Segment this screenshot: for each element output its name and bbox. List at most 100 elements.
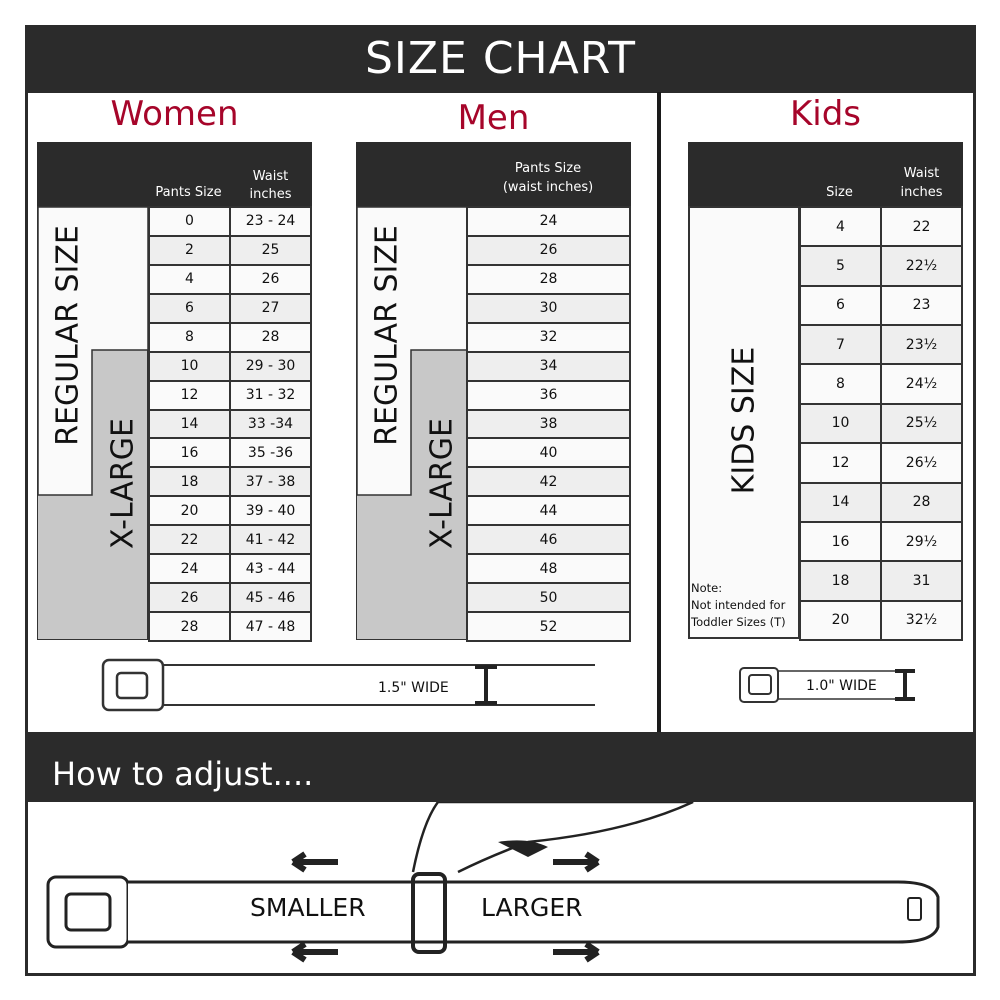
men-pants-size-cell: 44 xyxy=(466,495,631,527)
kids-size-cell: 8 xyxy=(799,363,882,405)
kids-col-waist2: inches xyxy=(900,185,943,200)
kids-size-cell: 6 xyxy=(799,284,882,327)
note-line: Toddler Sizes (T) xyxy=(691,615,786,629)
men-pants-size-cell: 40 xyxy=(466,437,631,469)
women-pants-size-cell: 2 xyxy=(148,234,231,266)
men-heading: Men xyxy=(457,98,530,138)
kids-heading: Kids xyxy=(789,94,862,134)
kids-waist-cell: 29½ xyxy=(880,520,963,563)
kids-size-cell: 14 xyxy=(799,481,882,523)
kids-waist-cell: 23½ xyxy=(880,324,963,366)
men-col-pants1: Pants Size xyxy=(514,161,582,176)
kids-waist-cell: 24½ xyxy=(880,363,963,405)
men-pants-size-cell: 36 xyxy=(466,379,631,411)
women-regular-label: REGULAR SIZE xyxy=(50,225,86,446)
kids-size-cell: 4 xyxy=(799,206,882,248)
men-col-pants2: (waist inches) xyxy=(502,180,594,195)
women-pants-size-cell: 10 xyxy=(148,350,231,382)
larger-label: LARGER xyxy=(481,893,583,922)
men-size-groups xyxy=(356,206,468,640)
men-pants-size-cell: 46 xyxy=(466,524,631,556)
kids-size-cell: 7 xyxy=(799,324,882,366)
women-waist-cell: 33 -34 xyxy=(229,408,312,440)
kids-col-size: Size xyxy=(826,185,853,200)
page-title: SIZE CHART xyxy=(25,25,976,93)
arrow-right-icon xyxy=(553,851,600,873)
kids-waist-cell: 26½ xyxy=(880,442,963,484)
women-xlarge-label: X-LARGE xyxy=(105,418,141,549)
kids-size-cell: 5 xyxy=(799,245,882,287)
men-pants-size-cell: 38 xyxy=(466,408,631,440)
kids-belt-width-label: 1.0" WIDE xyxy=(806,678,877,694)
women-waist-cell: 47 - 48 xyxy=(229,611,312,642)
kids-waist-cell: 25½ xyxy=(880,402,963,445)
kids-waist-cell: 32½ xyxy=(880,599,963,641)
women-table-header: Pants Size Waist inches xyxy=(37,142,312,206)
women-waist-cell: 43 - 44 xyxy=(229,553,312,585)
women-waist-cell: 45 - 46 xyxy=(229,582,312,614)
women-col-waist1: Waist xyxy=(252,169,289,184)
note-line: Not intended for xyxy=(691,598,786,612)
men-xlarge-label: X-LARGE xyxy=(424,418,460,549)
women-col-pants: Pants Size xyxy=(155,185,222,200)
men-pants-size-cell: 24 xyxy=(466,206,631,237)
smaller-label: SMALLER xyxy=(250,893,366,922)
men-pants-size-cell: 50 xyxy=(466,582,631,614)
women-waist-cell: 29 - 30 xyxy=(229,350,312,382)
men-pants-size-cell: 48 xyxy=(466,553,631,585)
belt-1-5-illustration xyxy=(101,658,595,712)
women-pants-size-cell: 8 xyxy=(148,321,231,353)
women-waist-cell: 26 xyxy=(229,263,312,295)
kids-waist-cell: 22 xyxy=(880,206,963,248)
women-pants-size-cell: 4 xyxy=(148,263,231,295)
women-pants-size-cell: 6 xyxy=(148,292,231,324)
belt-width-label: 1.5" WIDE xyxy=(378,680,449,696)
women-pants-size-cell: 12 xyxy=(148,379,231,411)
women-waist-cell: 31 - 32 xyxy=(229,379,312,411)
kids-size-cell: 12 xyxy=(799,442,882,484)
kids-size-cell: 16 xyxy=(799,520,882,563)
kids-waist-cell: 23 xyxy=(880,284,963,327)
adjust-illustration xyxy=(46,802,940,963)
women-pants-size-cell: 0 xyxy=(148,206,231,237)
women-waist-cell: 28 xyxy=(229,321,312,353)
note-line: Note: xyxy=(691,581,723,595)
women-pants-size-cell: 16 xyxy=(148,437,231,469)
kids-size-label: KIDS SIZE xyxy=(726,346,762,495)
adjust-heading: How to adjust.... xyxy=(25,732,976,802)
men-pants-size-cell: 28 xyxy=(466,263,631,295)
kids-size-cell: 10 xyxy=(799,402,882,445)
kids-table-header: Size Waist inches xyxy=(688,142,963,206)
women-waist-cell: 41 - 42 xyxy=(229,524,312,556)
men-pants-size-cell: 34 xyxy=(466,350,631,382)
women-waist-cell: 37 - 38 xyxy=(229,466,312,498)
kids-waist-cell: 31 xyxy=(880,560,963,602)
kids-size-cell: 18 xyxy=(799,560,882,602)
women-waist-cell: 39 - 40 xyxy=(229,495,312,527)
women-pants-size-cell: 14 xyxy=(148,408,231,440)
men-table-header: Pants Size (waist inches) xyxy=(356,142,631,206)
kids-note: Note: Not intended for Toddler Sizes (T) xyxy=(691,580,786,631)
men-pants-size-cell: 30 xyxy=(466,292,631,324)
kids-waist-cell: 22½ xyxy=(880,245,963,287)
men-pants-size-cell: 26 xyxy=(466,234,631,266)
arrow-right-icon xyxy=(553,941,600,963)
arrow-left-icon xyxy=(291,851,338,873)
women-waist-cell: 27 xyxy=(229,292,312,324)
women-heading: Women xyxy=(110,94,239,134)
women-waist-cell: 23 - 24 xyxy=(229,206,312,237)
women-pants-size-cell: 22 xyxy=(148,524,231,556)
women-pants-size-cell: 20 xyxy=(148,495,231,527)
belt-1-0-illustration xyxy=(739,667,915,703)
men-pants-size-cell: 52 xyxy=(466,611,631,642)
arrow-left-icon xyxy=(291,941,338,963)
women-waist-cell: 35 -36 xyxy=(229,437,312,469)
men-regular-label: REGULAR SIZE xyxy=(369,225,405,446)
women-pants-size-cell: 18 xyxy=(148,466,231,498)
kids-col-waist1: Waist xyxy=(903,166,940,181)
women-waist-cell: 25 xyxy=(229,234,312,266)
men-pants-size-cell: 42 xyxy=(466,466,631,498)
women-col-waist2: inches xyxy=(249,187,292,202)
women-pants-size-cell: 24 xyxy=(148,553,231,585)
divider xyxy=(657,92,661,732)
